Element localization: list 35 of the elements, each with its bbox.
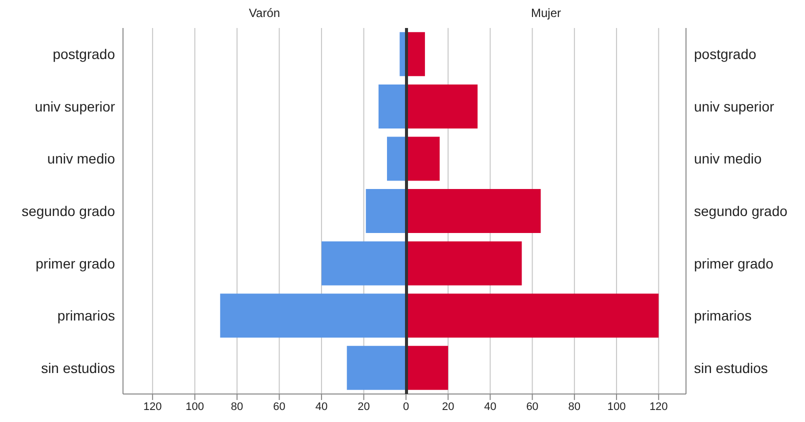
y-tick-label: sin estudios: [694, 360, 768, 376]
x-tick-label: 0: [402, 400, 410, 413]
chart-title: Mujer: [530, 6, 562, 20]
bar: [346, 346, 406, 390]
x-tick-label: 100: [607, 400, 626, 413]
y-tick-label: univ superior: [694, 98, 774, 114]
y-tick-label: postgrado: [694, 46, 756, 62]
bar: [366, 189, 406, 234]
y-tick-label: primarios: [694, 308, 752, 324]
bar: [386, 136, 406, 181]
y-tick-label: univ medio: [47, 150, 116, 167]
bar: [322, 241, 406, 286]
y-tick-label: sin estudios: [41, 360, 115, 376]
y-tick-label: primer grado: [36, 255, 116, 272]
x-tick-label: 40: [315, 400, 328, 413]
chart-title: Varón: [248, 6, 282, 20]
y-tick-label: postgrado: [52, 46, 116, 62]
x-tick-label: 60: [526, 400, 538, 413]
y-tick-label: primer grado: [694, 255, 774, 272]
x-tick-label: 80: [230, 400, 244, 413]
bar: [378, 84, 406, 128]
x-tick-label: 120: [649, 400, 668, 413]
x-tick-label: 20: [358, 400, 370, 413]
x-tick-label: 40: [484, 400, 496, 413]
x-tick-label: 20: [442, 400, 454, 413]
y-tick-label: primarios: [57, 308, 115, 324]
y-tick-label: segundo grado: [694, 202, 788, 219]
bar: [220, 294, 406, 338]
y-tick-label: segundo grado: [22, 202, 116, 219]
x-tick-label: 80: [568, 400, 581, 413]
x-tick-label: 100: [186, 400, 204, 413]
x-tick-label: 120: [143, 400, 162, 413]
x-tick-label: 60: [273, 400, 286, 413]
y-tick-label: univ medio: [694, 150, 762, 167]
y-tick-label: univ superior: [34, 98, 116, 114]
